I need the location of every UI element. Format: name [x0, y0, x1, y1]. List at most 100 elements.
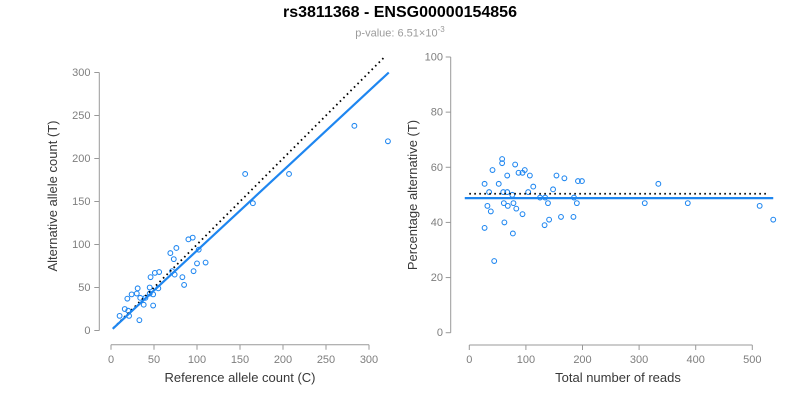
y-tick-label: 250: [72, 110, 90, 122]
data-point: [150, 302, 157, 309]
data-point: [202, 259, 209, 266]
data-point: [500, 189, 507, 196]
data-point: [146, 284, 153, 291]
y-tick-label: 0: [84, 325, 90, 337]
x-tick-label: 0: [108, 354, 114, 366]
data-point: [167, 250, 174, 257]
data-point: [489, 167, 496, 173]
data-point: [170, 256, 177, 263]
x-tick-label: 300: [360, 354, 378, 366]
data-point: [541, 222, 548, 229]
x-axis-title: Total number of reads: [555, 370, 681, 385]
data-point: [486, 189, 493, 196]
y-tick-label: 0: [437, 327, 443, 339]
data-point: [504, 189, 511, 196]
data-point: [181, 281, 188, 288]
pvalue-text: p-value: 6.51×10: [355, 27, 438, 40]
x-tick-label: 50: [148, 354, 160, 366]
data-point: [770, 216, 777, 223]
data-point: [156, 269, 163, 275]
data-point: [195, 246, 202, 253]
data-point: [484, 202, 491, 209]
x-tick-label: 150: [231, 354, 249, 366]
data-point: [116, 312, 123, 319]
y-axis-title: Percentage alternative (T): [405, 120, 420, 270]
data-point: [519, 211, 526, 218]
data-point: [521, 167, 528, 173]
x-tick-label: 0: [466, 354, 472, 366]
identity-line: [112, 55, 386, 329]
plot-subtitle: p-value: 6.51×10-3: [0, 25, 800, 40]
x-axis-title: Reference allele count (C): [164, 370, 315, 385]
data-point: [558, 213, 564, 220]
y-axis-title: Alternative allele count (T): [45, 120, 60, 271]
y-tick-label: 40: [431, 217, 443, 229]
data-point: [189, 234, 196, 241]
data-point: [133, 290, 140, 297]
data-point: [573, 200, 580, 207]
x-tick-label: 200: [573, 354, 591, 366]
data-point: [481, 180, 488, 187]
data-point: [501, 219, 508, 226]
data-point: [504, 202, 511, 209]
data-point: [500, 200, 507, 207]
data-point: [510, 200, 517, 207]
data-point: [487, 208, 494, 215]
y-tick-label: 50: [78, 282, 90, 294]
data-point: [525, 189, 532, 196]
x-tick-label: 100: [517, 354, 535, 366]
y-tick-label: 20: [431, 272, 443, 284]
data-point: [550, 186, 556, 193]
data-point: [249, 200, 256, 207]
x-tick-label: 500: [743, 354, 761, 366]
data-point: [286, 171, 292, 177]
y-tick-label: 300: [72, 67, 90, 79]
y-tick-label: 150: [72, 196, 90, 208]
data-point: [499, 160, 506, 167]
data-point: [512, 161, 519, 168]
data-point: [147, 274, 154, 281]
data-point: [242, 171, 249, 177]
data-point: [553, 172, 560, 179]
data-point: [504, 172, 511, 179]
y-tick-label: 100: [425, 52, 443, 64]
data-point: [684, 200, 691, 207]
x-tick-label: 400: [687, 354, 705, 366]
plot-title: rs3811368 - ENSG00000154856: [283, 4, 517, 21]
data-point: [140, 301, 147, 308]
data-point: [530, 183, 537, 190]
right-chart-percentage-alternative: 0 20 40 60 80 100 0 100 200 300 400 500 Total number…: [405, 52, 777, 385]
x-tick-label: 200: [274, 354, 292, 366]
data-point: [173, 245, 180, 251]
regression-line: [111, 71, 390, 330]
data-point: [124, 295, 131, 302]
data-point: [545, 200, 551, 207]
y-tick-label: 200: [72, 153, 90, 165]
data-point: [570, 213, 577, 220]
data-point: [509, 230, 516, 237]
left-chart-allele-counts: 0 50 100 150 200 250 300 0 50 100 150 200 250 300 Refe…: [45, 55, 391, 385]
data-point: [561, 175, 568, 182]
pvalue-exponent: -3: [437, 25, 445, 34]
data-point: [513, 205, 520, 212]
data-point: [179, 274, 186, 281]
data-point: [575, 178, 581, 184]
data-point: [546, 216, 553, 223]
y-tick-label: 100: [72, 239, 90, 251]
data-point: [641, 200, 648, 207]
data-point: [128, 291, 135, 298]
data-point: [579, 178, 585, 184]
data-point: [756, 202, 763, 209]
data-point: [190, 268, 197, 275]
data-point: [526, 172, 533, 179]
x-tick-label: 100: [188, 354, 206, 366]
data-point: [491, 258, 498, 264]
y-tick-label: 80: [431, 107, 443, 119]
data-point: [351, 122, 358, 129]
data-point: [384, 138, 391, 145]
data-point: [134, 285, 141, 292]
data-point: [194, 260, 200, 267]
y-tick-label: 60: [431, 162, 443, 174]
data-point: [481, 225, 488, 231]
x-tick-label: 300: [630, 354, 648, 366]
